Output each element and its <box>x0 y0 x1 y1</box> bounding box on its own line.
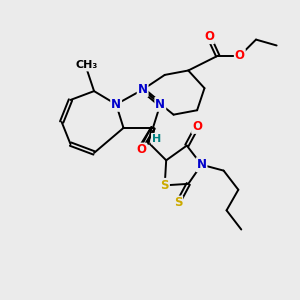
Text: S: S <box>160 179 169 192</box>
Text: H: H <box>152 134 161 144</box>
Text: N: N <box>138 83 148 96</box>
Text: O: O <box>136 143 146 157</box>
Text: N: N <box>111 98 121 111</box>
Text: O: O <box>235 49 245 62</box>
Text: S: S <box>174 196 182 209</box>
Text: O: O <box>204 30 214 43</box>
Text: CH₃: CH₃ <box>76 61 98 70</box>
Text: O: O <box>192 120 202 133</box>
Text: N: N <box>196 158 206 171</box>
Text: N: N <box>155 98 165 111</box>
